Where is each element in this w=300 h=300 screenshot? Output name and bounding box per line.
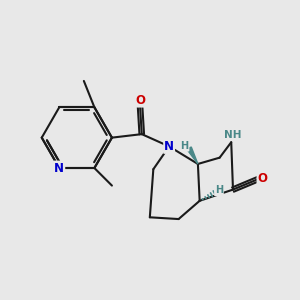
Text: N: N bbox=[164, 140, 174, 153]
Polygon shape bbox=[187, 147, 198, 164]
Text: H: H bbox=[181, 141, 189, 151]
Text: H: H bbox=[215, 185, 223, 195]
Text: N: N bbox=[54, 161, 64, 175]
Text: NH: NH bbox=[224, 130, 242, 140]
Text: O: O bbox=[135, 94, 145, 106]
Text: O: O bbox=[257, 172, 268, 185]
